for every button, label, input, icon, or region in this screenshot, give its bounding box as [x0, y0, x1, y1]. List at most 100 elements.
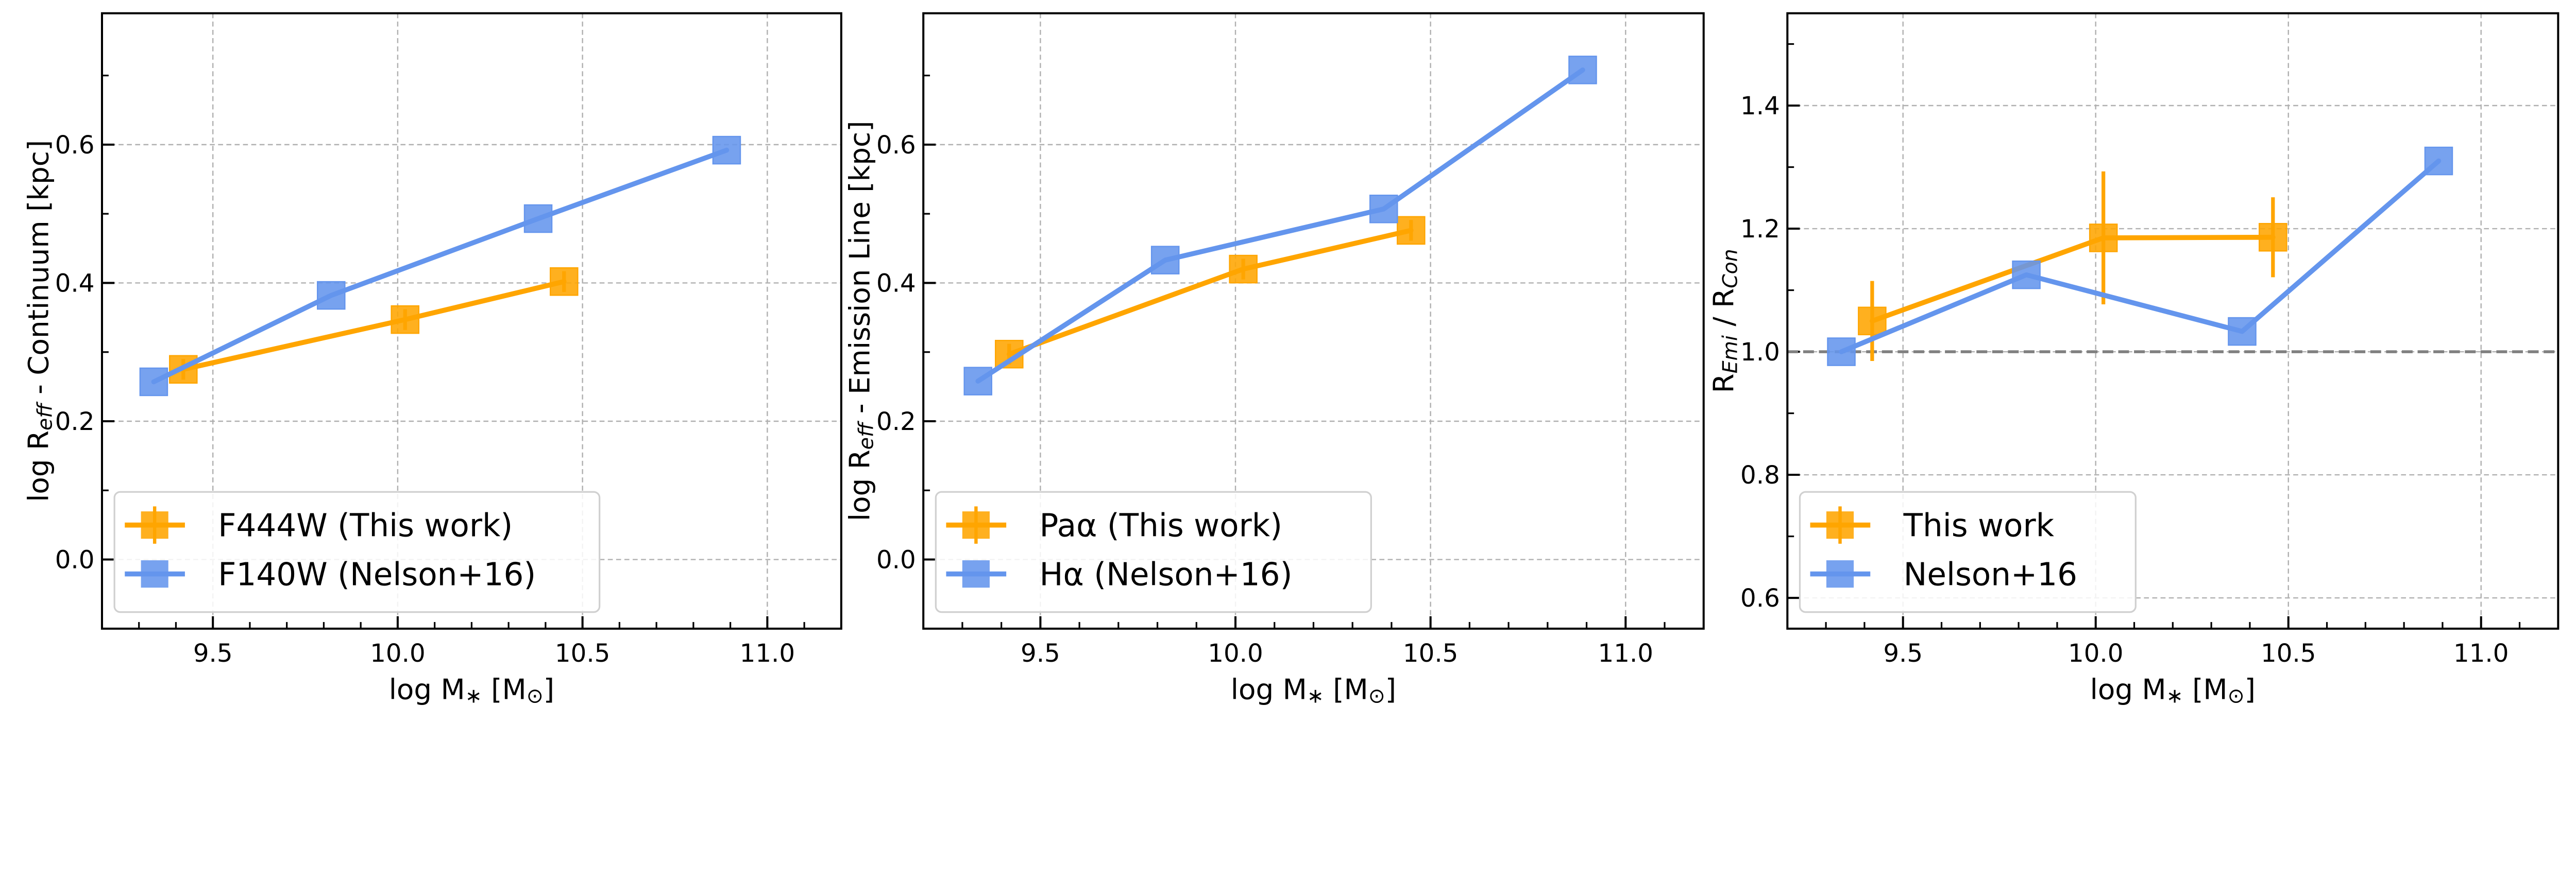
y-tick-label: 0.2 — [876, 407, 916, 436]
legend-item: This work — [1810, 506, 2055, 544]
legend-box — [1799, 491, 2137, 613]
label-subscript: ⊙ — [1368, 684, 1385, 707]
x-axis-label: log M∗ [M⊙] — [1231, 673, 1396, 707]
y-tick-label: 0.4 — [876, 269, 916, 298]
data-point — [139, 367, 168, 397]
y-tick-label: 0.4 — [55, 269, 95, 298]
label-subscript: ∗ — [465, 684, 482, 707]
x-axis-label: log M∗ [M⊙] — [389, 673, 554, 707]
legend-label: This work — [1903, 507, 2055, 544]
x-tick-label: 9.5 — [193, 639, 233, 668]
x-tick-label: 10.5 — [2261, 639, 2316, 668]
label-subscript: eff — [33, 401, 57, 431]
series-line — [180, 279, 567, 372]
x-tick-label: 11.0 — [1598, 639, 1653, 668]
panel-continuum-size: 9.5 10.0 10.5 11.0 0.0 0.2 0.4 0.6 F444W (This w… — [22, 12, 842, 707]
legend-marker — [962, 511, 990, 539]
x-tick-label: 10.0 — [370, 639, 425, 668]
legend-label: F140W (Nelson+16) — [218, 556, 536, 593]
label-subscript: ∗ — [1307, 684, 1324, 707]
legend: F444W (This work) F140W (Nelson+16) — [113, 491, 601, 613]
legend-marker — [962, 560, 990, 588]
x-tick-label: 10.5 — [555, 639, 610, 668]
label-subscript: ⊙ — [2228, 684, 2245, 707]
legend-item: F444W (This work) — [125, 506, 513, 544]
legend-item: F140W (Nelson+16) — [125, 556, 536, 593]
y-axis-label: log Reff - Emission Line [kpc] — [843, 121, 878, 522]
axes-frame — [1786, 12, 2560, 630]
legend-label: Hα (Nelson+16) — [1040, 556, 1293, 593]
panel-emission-line-size: 9.5 10.0 10.5 11.0 0.0 0.2 0.4 0.6 Paα (This wor… — [843, 12, 1705, 707]
legend-item: Hα (Nelson+16) — [946, 556, 1292, 593]
legend-box — [113, 491, 601, 613]
y-tick-label: 0.6 — [1740, 584, 1780, 613]
y-tick-label: 0.6 — [876, 131, 916, 160]
data-point — [1827, 337, 1856, 366]
label-segment: ] — [1385, 673, 1396, 706]
label-segment: log M — [2090, 673, 2166, 706]
label-segment: - Emission Line [kpc] — [843, 121, 876, 423]
label-segment: R — [1707, 373, 1740, 393]
x-tick-label: 10.0 — [1208, 639, 1263, 668]
y-tick-label: 1.2 — [1740, 215, 1780, 244]
data-point — [1858, 306, 1887, 336]
legend-marker — [141, 511, 168, 539]
legend-marker — [141, 560, 168, 588]
data-point — [550, 267, 579, 296]
label-segment: [M — [482, 673, 527, 706]
label-segment: log R — [843, 450, 876, 521]
label-subscript: eff — [855, 420, 878, 450]
label-segment: ] — [544, 673, 554, 706]
y-axis-label: REmi / RCon — [1707, 249, 1742, 393]
legend-label: Nelson+16 — [1904, 556, 2077, 593]
label-segment: log M — [1231, 673, 1307, 706]
label-segment: log M — [389, 673, 465, 706]
legend-item: Paα (This work) — [946, 506, 1282, 544]
data-point — [2424, 146, 2453, 176]
legend-item: Nelson+16 — [1810, 556, 2077, 593]
figure: 9.5 10.0 10.5 11.0 0.0 0.2 0.4 0.6 F444W (This w… — [22, 12, 2560, 707]
y-tick-label: 0.2 — [55, 407, 95, 436]
x-tick-label: 10.0 — [2068, 639, 2123, 668]
legend-box — [935, 491, 1372, 613]
data-point — [2012, 260, 2041, 289]
data-point — [1229, 254, 1258, 284]
data-point — [1568, 56, 1597, 84]
x-tick-label: 9.5 — [1883, 639, 1923, 668]
x-axis-label: log M∗ [M⊙] — [2090, 673, 2256, 707]
data-point — [963, 367, 992, 395]
label-segment: / R — [1707, 288, 1740, 335]
data-point — [523, 204, 553, 233]
y-tick-label: 1.4 — [1740, 92, 1780, 120]
x-tick-label: 11.0 — [740, 639, 795, 668]
legend-label: F444W (This work) — [218, 507, 513, 544]
x-tick-label: 11.0 — [2453, 639, 2509, 668]
legend-marker — [1826, 560, 1854, 588]
legend-marker — [1826, 511, 1854, 539]
data-point — [2089, 223, 2118, 252]
label-subscript: Emi — [1719, 335, 1742, 373]
label-segment: - Continuum [kpc] — [22, 140, 55, 404]
y-tick-label: 0.0 — [876, 545, 916, 574]
series-line — [151, 147, 730, 385]
label-subscript: Con — [1719, 249, 1742, 288]
y-tick-label: 1.0 — [1740, 338, 1780, 367]
legend: Paα (This work) Hα (Nelson+16) — [935, 491, 1372, 613]
y-tick-label: 0.6 — [55, 131, 95, 160]
label-segment: log R — [22, 431, 55, 502]
label-segment: [M — [1324, 673, 1368, 706]
label-segment: [M — [2183, 673, 2228, 706]
legend: This work Nelson+16 — [1799, 491, 2137, 613]
axes-frame — [100, 12, 842, 630]
data-point — [712, 135, 741, 165]
legend-label: Paα (This work) — [1040, 507, 1282, 544]
y-axis-label: log Reff - Continuum [kpc] — [22, 140, 57, 502]
data-point — [1369, 194, 1398, 223]
label-subscript: ∗ — [2166, 684, 2183, 707]
series-line — [1870, 234, 2276, 324]
data-point — [317, 281, 346, 310]
panel-size-ratio: 9.5 10.0 10.5 11.0 0.6 0.8 1.0 1.2 1.4 This work N… — [1707, 12, 2560, 707]
data-point — [1397, 216, 1426, 245]
data-point — [2228, 317, 2257, 346]
axes-frame — [922, 12, 1705, 630]
